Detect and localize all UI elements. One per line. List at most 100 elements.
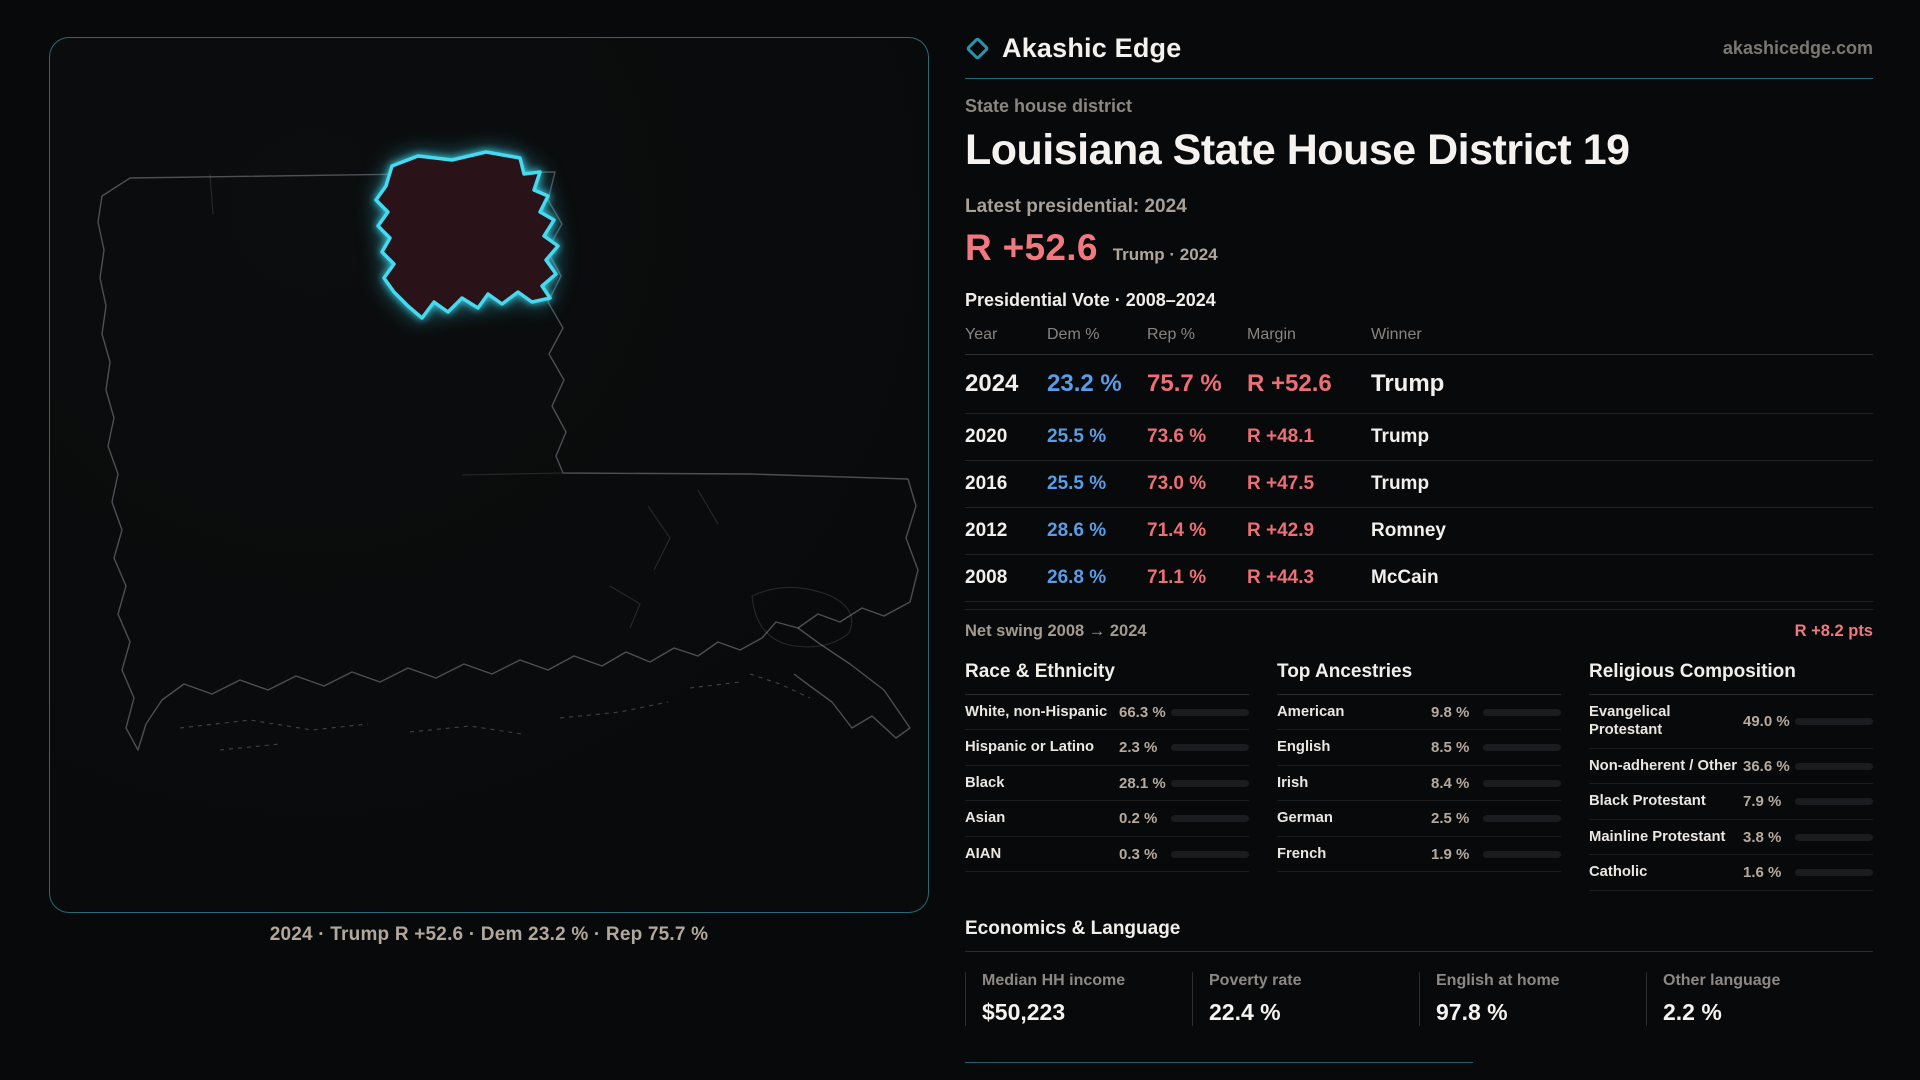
stat-english-at-home: English at home 97.8 % xyxy=(1419,971,1646,1026)
headline-margin-value: R +52.6 xyxy=(965,227,1098,268)
winner-cell: McCain xyxy=(1371,567,1439,588)
stat-label: Poverty rate xyxy=(1209,971,1302,989)
louisiana-map xyxy=(97,150,919,751)
winner-cell: Trump xyxy=(1371,473,1430,494)
winner-cell: Romney xyxy=(1371,520,1446,541)
section-title: Race & Ethnicity xyxy=(965,661,1249,695)
table-end-divider xyxy=(965,609,1873,610)
brand-header: Akashic Edge akashicedge.com xyxy=(965,30,1873,66)
margin-cell: R +42.9 xyxy=(1247,520,1315,541)
item-label: English xyxy=(1277,739,1331,756)
net-swing-row: Net swing 2008 → 2024 R +8.2 pts xyxy=(965,622,1873,641)
parish-line xyxy=(609,585,641,629)
list-item: Hispanic or Latino 2.3 % xyxy=(965,730,1249,766)
item-value: 0.2 % xyxy=(1119,810,1158,828)
headline-margin-row: R +52.6 Trump · 2024 xyxy=(965,227,1873,269)
table-row: 2012 28.6 % 71.4 % R +42.9 Romney xyxy=(965,508,1873,555)
col-year: Year xyxy=(965,326,998,343)
brand-diamond-icon xyxy=(965,35,990,61)
item-value: 8.4 % xyxy=(1431,774,1470,792)
list-item: Asian 0.2 % xyxy=(965,801,1249,837)
report-panel: Akashic Edge akashicedge.com State house… xyxy=(965,30,1873,1080)
list-item: White, non-Hispanic 66.3 % xyxy=(965,695,1249,731)
economics-title: Economics & Language xyxy=(965,918,1873,952)
rep-cell: 71.1 % xyxy=(1147,567,1207,588)
vote-table: Year Dem % Rep % Margin Winner 2024 23.2… xyxy=(965,326,1873,610)
item-value: 1.9 % xyxy=(1431,845,1470,863)
item-label: Asian xyxy=(965,810,1006,827)
item-label: Mainline Protestant xyxy=(1589,828,1726,845)
religion-section: Religious Composition Evangelical Protes… xyxy=(1589,661,1873,891)
bar-track xyxy=(1795,717,1873,725)
year-cell: 2012 xyxy=(965,520,1008,541)
bar-track xyxy=(1171,744,1249,752)
list-item: Black 28.1 % xyxy=(965,766,1249,802)
list-item: French 1.9 % xyxy=(1277,837,1561,873)
item-value: 2.3 % xyxy=(1119,739,1158,757)
winner-cell: Trump xyxy=(1371,370,1445,397)
dem-cell: 25.5 % xyxy=(1047,473,1107,494)
item-label: White, non-Hispanic xyxy=(965,704,1108,720)
item-value: 28.1 % xyxy=(1119,774,1166,792)
list-item: Irish 8.4 % xyxy=(1277,766,1561,802)
stat-value: 22.4 % xyxy=(1209,998,1281,1025)
margin-cell: R +44.3 xyxy=(1247,567,1315,588)
parish-line xyxy=(697,489,719,525)
net-swing-value: R +8.2 pts xyxy=(1794,622,1873,640)
net-swing-label: Net swing 2008 → 2024 xyxy=(965,622,1147,640)
item-value: 3.8 % xyxy=(1743,828,1782,846)
item-label: AIAN xyxy=(965,845,1002,862)
bar-track xyxy=(1171,850,1249,858)
table-row: 2024 23.2 % 75.7 % R +52.6 Trump xyxy=(965,355,1873,414)
dem-cell: 25.5 % xyxy=(1047,426,1107,447)
sources-text: Sources: Akashic Edge elections database… xyxy=(965,1078,1873,1080)
stat-other-language: Other language 2.2 % xyxy=(1646,971,1873,1026)
brand-name: Akashic Edge xyxy=(1002,32,1182,63)
col-winner: Winner xyxy=(1371,326,1422,343)
table-row: 2020 25.5 % 73.6 % R +48.1 Trump xyxy=(965,414,1873,461)
economics-stats: Median HH income $50,223 Poverty rate 22… xyxy=(965,971,1873,1026)
item-value: 0.3 % xyxy=(1119,845,1158,863)
item-label: Hispanic or Latino xyxy=(965,739,1095,756)
bar-track xyxy=(1483,744,1561,752)
item-value: 66.3 % xyxy=(1119,703,1166,721)
list-item: Black Protestant 7.9 % xyxy=(1589,784,1873,820)
stat-median-income: Median HH income $50,223 xyxy=(965,971,1192,1026)
list-item: Mainline Protestant 3.8 % xyxy=(1589,820,1873,856)
latest-presidential-label: Latest presidential: 2024 xyxy=(965,196,1187,217)
bar-track xyxy=(1171,815,1249,823)
stat-value: 97.8 % xyxy=(1436,998,1508,1025)
stat-poverty-rate: Poverty rate 22.4 % xyxy=(1192,971,1419,1026)
margin-cell: R +48.1 xyxy=(1247,426,1315,447)
vote-table-title: Presidential Vote · 2008–2024 xyxy=(965,290,1216,310)
stat-value: $50,223 xyxy=(982,998,1066,1025)
item-value: 1.6 % xyxy=(1743,864,1782,882)
item-label: French xyxy=(1277,845,1327,862)
mississippi-delta-outline xyxy=(793,627,911,739)
district-19-shape xyxy=(374,150,560,320)
coast-dashes xyxy=(749,673,811,699)
item-label: Evangelical Protestant xyxy=(1589,704,1671,739)
coast-dashes xyxy=(409,725,523,735)
dem-cell: 28.6 % xyxy=(1047,520,1107,541)
bar-track xyxy=(1171,708,1249,716)
coast-dashes xyxy=(559,701,669,719)
item-label: Irish xyxy=(1277,774,1309,791)
section-title: Top Ancestries xyxy=(1277,661,1561,695)
kicker: State house district xyxy=(965,96,1133,116)
district-map-panel xyxy=(49,37,929,913)
item-label: Black Protestant xyxy=(1589,793,1706,810)
demographics-grid: Race & Ethnicity White, non-Hispanic 66.… xyxy=(965,661,1873,891)
parish-line xyxy=(647,505,671,571)
table-row: 2008 26.8 % 71.1 % R +44.3 McCain xyxy=(965,555,1873,602)
winner-cell: Trump xyxy=(1371,426,1430,447)
list-item: Evangelical Protestant 49.0 % xyxy=(1589,695,1873,749)
year-cell: 2020 xyxy=(965,426,1008,447)
brand-site-link[interactable]: akashicedge.com xyxy=(1722,37,1873,58)
page-title: Louisiana State House District 19 xyxy=(965,126,1630,174)
rep-cell: 73.0 % xyxy=(1147,473,1207,494)
header-divider xyxy=(965,78,1873,79)
table-row: 2016 25.5 % 73.0 % R +47.5 Trump xyxy=(965,461,1873,508)
col-margin: Margin xyxy=(1247,326,1296,343)
coast-dashes xyxy=(179,719,369,731)
